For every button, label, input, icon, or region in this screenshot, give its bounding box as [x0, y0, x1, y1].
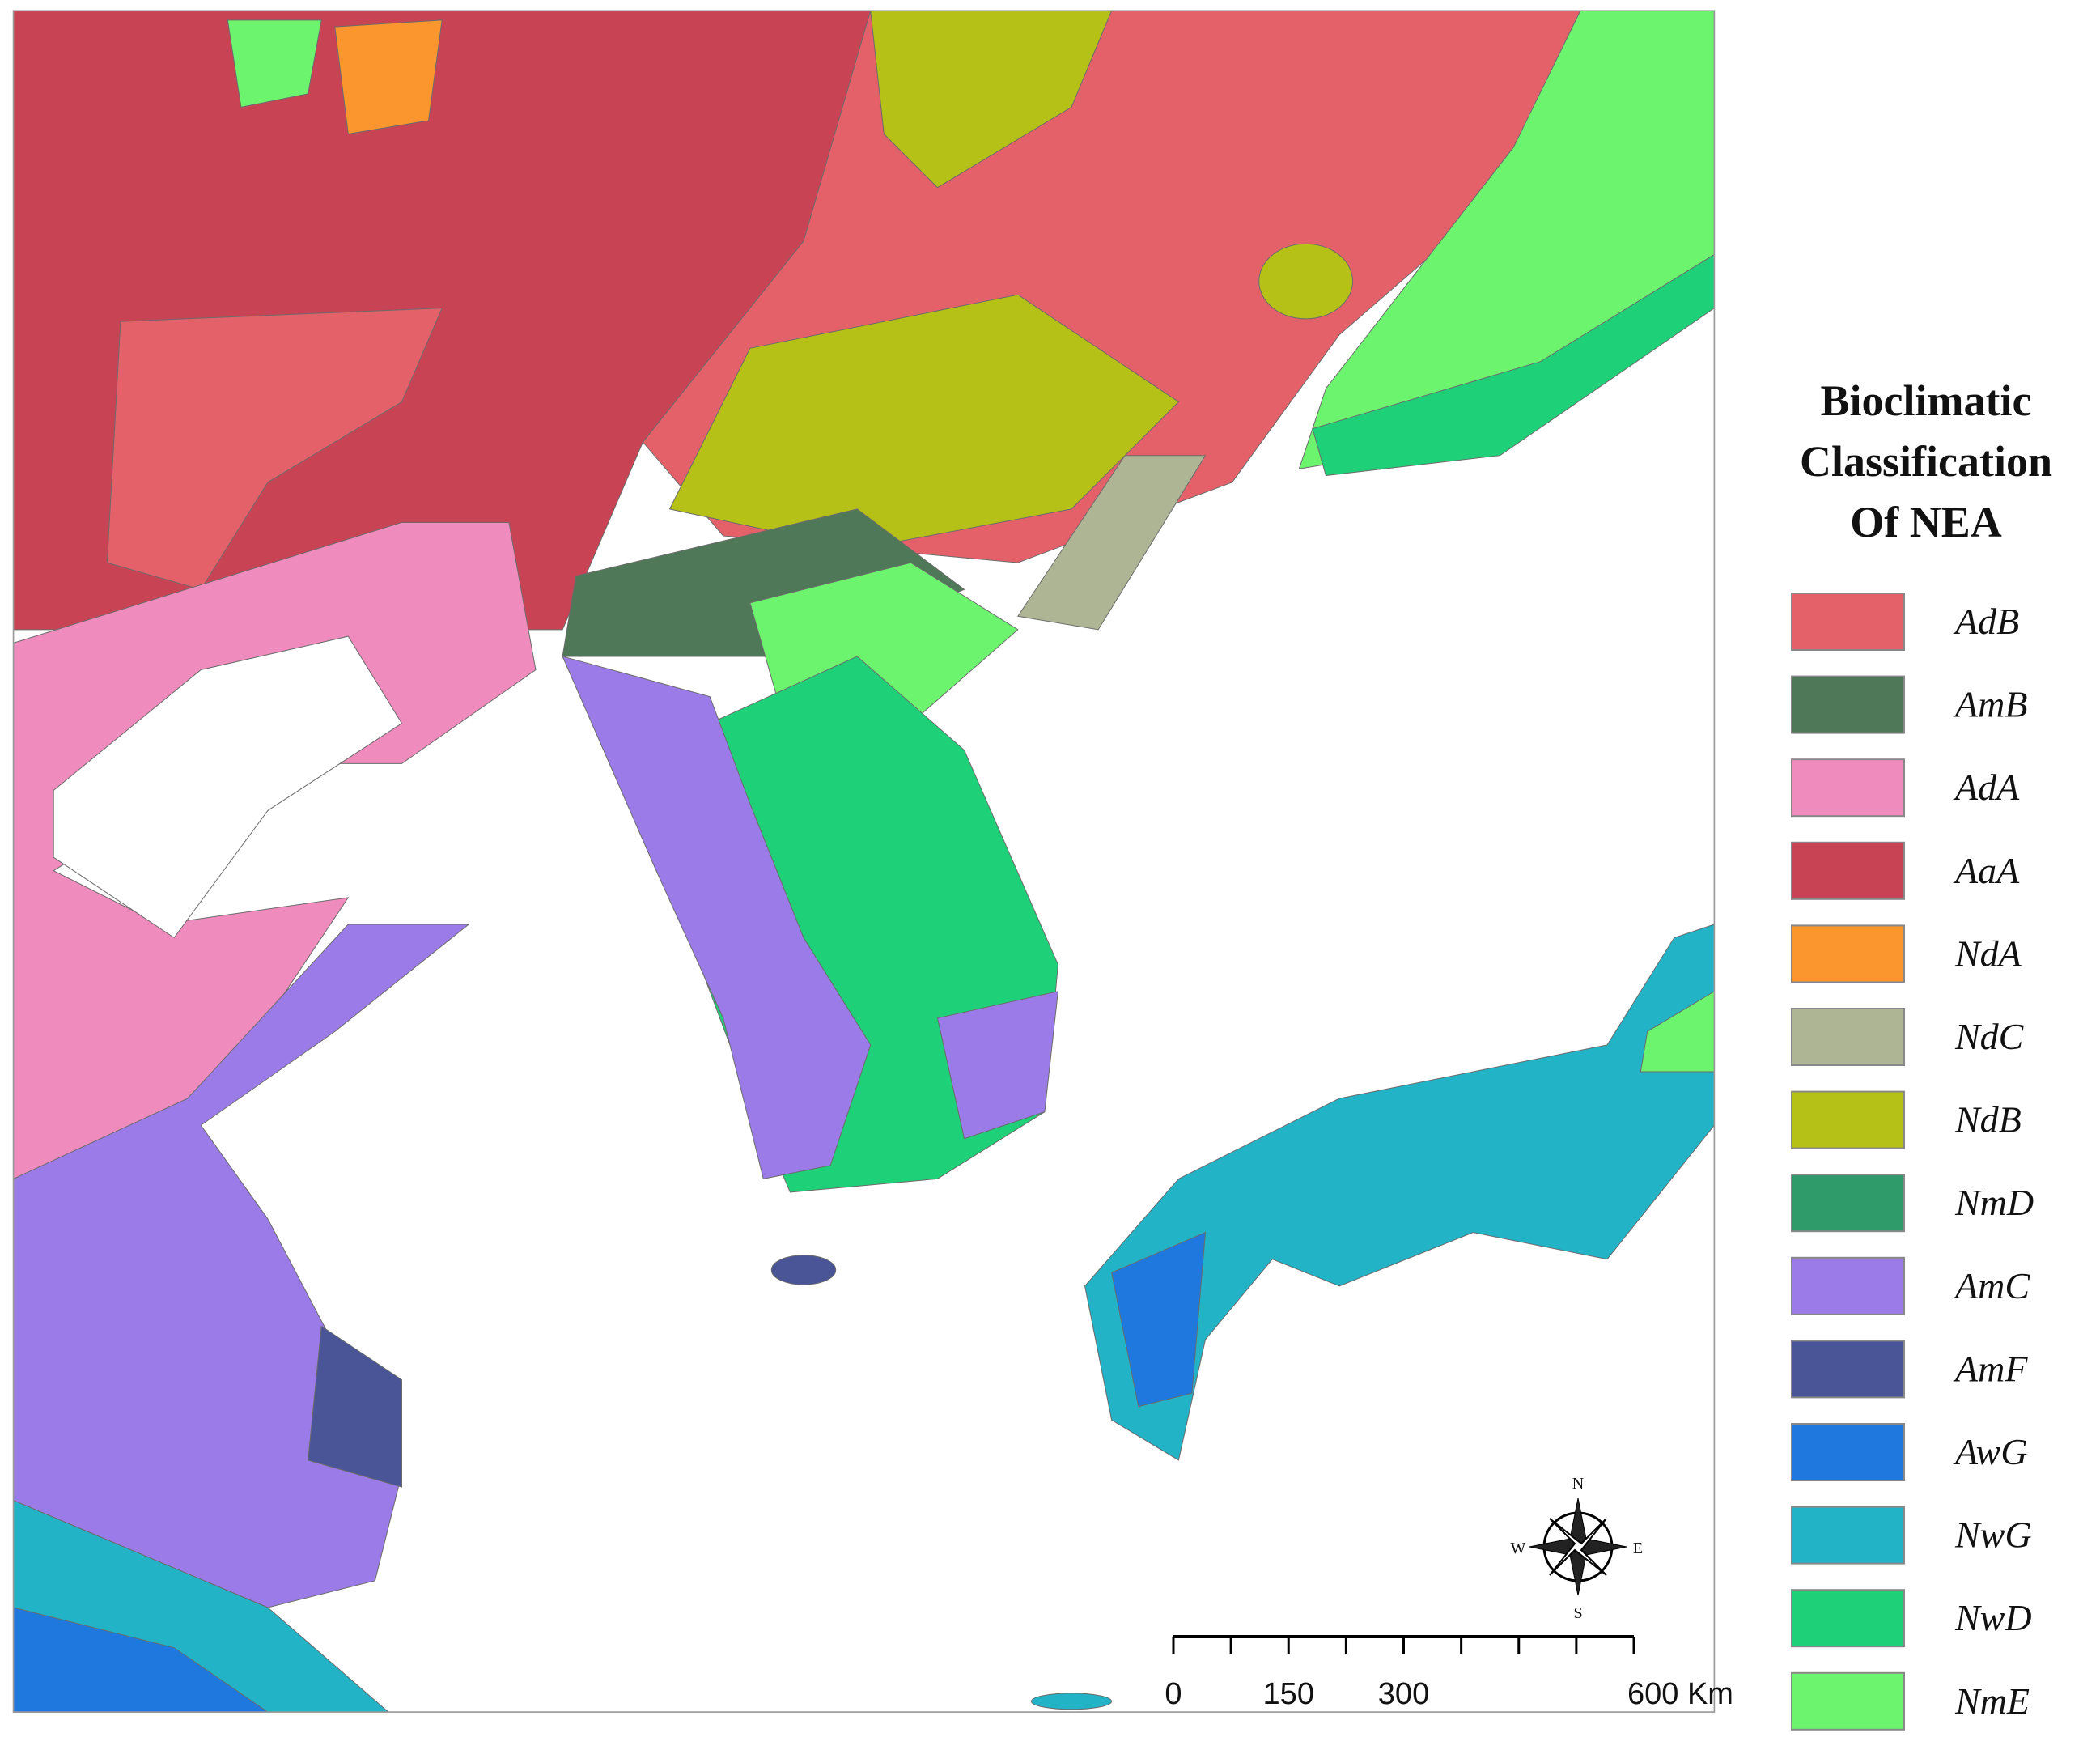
scale-label: 0: [1165, 1677, 1182, 1711]
legend-swatch: [1791, 1340, 1905, 1399]
legend-title: Of NEA: [1850, 498, 2002, 546]
legend-label: NdB: [1954, 1099, 2022, 1140]
scale-label: 150: [1263, 1677, 1314, 1711]
legend-swatch: [1791, 1256, 1905, 1315]
legend-swatch: [1791, 1671, 1905, 1731]
map: [12, 10, 1716, 1713]
region-amc: [936, 991, 1059, 1140]
compass-letter: S: [1573, 1604, 1582, 1622]
compass-letter: E: [1633, 1540, 1643, 1557]
legend-label: NdA: [1954, 932, 2022, 974]
legend-label: NdC: [1954, 1016, 2025, 1057]
legend-label: AmB: [1953, 684, 2027, 725]
legend-swatch: [1791, 593, 1905, 651]
legend-swatch: [1791, 758, 1905, 818]
legend-label: NmE: [1954, 1680, 2030, 1722]
legend-swatch: [1791, 675, 1905, 734]
compass-letter: N: [1572, 1475, 1584, 1493]
legend-label: AwG: [1953, 1431, 2027, 1472]
scale-label: 300: [1378, 1677, 1429, 1711]
region-ndb: [668, 294, 1180, 550]
legend-label: AmC: [1953, 1265, 2030, 1306]
legend-label: AaA: [1953, 850, 2020, 891]
compass-letter: W: [1511, 1540, 1526, 1557]
island: [1030, 1693, 1113, 1710]
region-nwg: [1084, 924, 1715, 1461]
scale-bar: 0 150 300 600 Km: [1165, 1635, 1733, 1711]
legend-title: Bioclimatic: [1821, 376, 2032, 425]
legend-title: Classification: [1800, 437, 2052, 486]
region-awg: [1111, 1231, 1207, 1408]
legend: Bioclimatic Classification Of NEA AdB AmB AdA…: [1791, 376, 2052, 1731]
region-adb: [106, 308, 443, 590]
legend-swatch: [1791, 1506, 1905, 1565]
bohai-sea: [53, 635, 403, 939]
legend-label: NmD: [1954, 1182, 2034, 1223]
region-ndc: [1016, 455, 1207, 631]
region-amc: [562, 656, 872, 1179]
jeju: [770, 1255, 837, 1285]
region-ndb: [1258, 243, 1354, 320]
legend-swatch: [1791, 1090, 1905, 1149]
region-amf: [308, 1325, 402, 1488]
legend-label: AmF: [1953, 1348, 2028, 1389]
legend-label: NwD: [1954, 1597, 2032, 1638]
scale-label: 600 Km: [1627, 1677, 1733, 1711]
legend-swatch: [1791, 1423, 1905, 1481]
legend-swatch: [1791, 841, 1905, 900]
legend-label: AdA: [1953, 767, 2020, 808]
legend-swatch: [1791, 924, 1905, 983]
region-nda: [334, 19, 443, 135]
legend-swatch: [1791, 1008, 1905, 1066]
legend-label: AdB: [1953, 601, 2019, 642]
region-nmE: [227, 19, 322, 108]
legend-swatch: [1791, 1589, 1905, 1648]
compass-star-minor: [1549, 1518, 1607, 1576]
legend-swatch: [1791, 1174, 1905, 1233]
compass: N S E W: [1511, 1475, 1644, 1622]
legend-label: NwG: [1954, 1514, 2032, 1556]
map-frame: [12, 10, 1716, 1713]
